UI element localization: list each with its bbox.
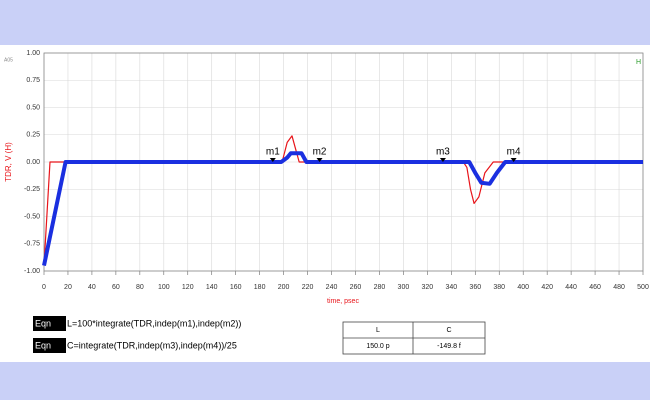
corner-label: A05 [4, 57, 13, 63]
x-tick-label: 20 [64, 284, 72, 291]
series-line [42, 151, 643, 266]
x-tick-label: 280 [374, 284, 386, 291]
plot: -1.00 -0.75 -0.50 -0.25 0.00 0.25 0.50 0.75 1.00… [24, 50, 649, 291]
table-cell: 150.0 p [366, 343, 389, 350]
panel [0, 45, 650, 362]
marker [510, 158, 517, 162]
x-tick-label: 0 [42, 284, 46, 291]
marker-label: m2 [313, 147, 327, 158]
x-tick-label: 300 [398, 284, 410, 291]
eqn-tag-box [33, 338, 66, 353]
table-cell: -149.8 f [437, 343, 461, 350]
x-tick-label: 320 [422, 284, 434, 291]
y-tick-label: -0.25 [24, 186, 40, 193]
x-tick-label: 340 [445, 284, 457, 291]
table-header: C [446, 327, 451, 334]
x-tick-label: 200 [278, 284, 290, 291]
x-tick-label: 180 [254, 284, 266, 291]
x-tick-label: 80 [136, 284, 144, 291]
marker-label: m3 [436, 147, 450, 158]
x-tick-label: 440 [565, 284, 577, 291]
marker [439, 158, 446, 162]
y-tick-label: 0.75 [26, 77, 40, 84]
x-tick-label: 380 [493, 284, 505, 291]
x-tick-label: 100 [158, 284, 170, 291]
x-tick-label: 220 [302, 284, 314, 291]
eqn-tag: Eqn [35, 318, 51, 328]
y-tick-label: 0.00 [26, 159, 40, 166]
eqn-tag-box [33, 316, 66, 331]
eqn-tag: Eqn [35, 340, 51, 350]
x-tick-label: 460 [589, 284, 601, 291]
x-tick-label: 160 [230, 284, 242, 291]
marker-label: m1 [266, 147, 280, 158]
y-tick-label: -1.00 [24, 268, 40, 275]
y-tick-label: -0.50 [24, 213, 40, 220]
x-tick-label: 420 [541, 284, 553, 291]
x-tick-label: 500 [637, 284, 649, 291]
x-tick-label: 400 [517, 284, 529, 291]
x-tick-label: 40 [88, 284, 96, 291]
y-axis-label: TDR, V (H) [4, 142, 13, 182]
x-axis-label: time, psec [327, 298, 359, 305]
equation: C=integrate(TDR,indep(m3),indep(m4))/25 [67, 340, 237, 350]
x-tick-label: 240 [326, 284, 338, 291]
x-tick-label: 260 [350, 284, 362, 291]
x-tick-label: 480 [613, 284, 625, 291]
marker [269, 158, 276, 162]
corner-flag: H [636, 59, 641, 66]
x-tick-label: 360 [469, 284, 481, 291]
y-tick-label: 0.25 [26, 132, 40, 139]
y-tick-label: 1.00 [26, 50, 40, 57]
y-tick-label: -0.75 [24, 241, 40, 248]
x-tick-label: 140 [206, 284, 218, 291]
equation: L=100*integrate(TDR,indep(m1),indep(m2)) [67, 318, 241, 328]
x-tick-label: 60 [112, 284, 120, 291]
x-tick-label: 120 [182, 284, 194, 291]
marker-label: m4 [507, 147, 521, 158]
y-tick-label: 0.50 [26, 104, 40, 111]
table-header: L [376, 327, 380, 334]
marker [316, 158, 323, 162]
